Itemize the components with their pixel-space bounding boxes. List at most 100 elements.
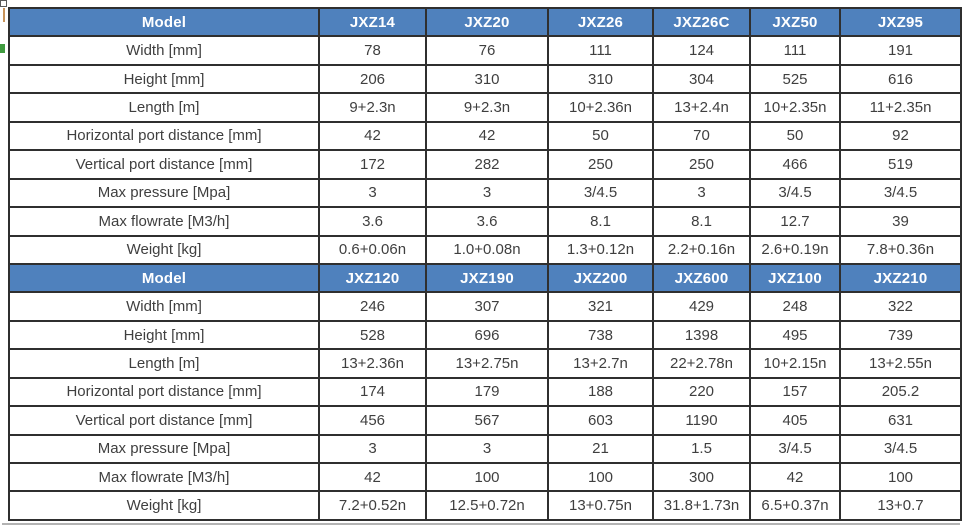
model-header-row: Model JXZ120 JXZ190 JXZ200 JXZ600 JXZ100 JXZ21…	[8, 262, 962, 294]
value-cell: 100	[839, 461, 962, 493]
value-cell: 76	[425, 35, 549, 66]
value-cell: 0.6+0.06n	[318, 234, 427, 265]
row-label-cell: Vertical port distance [mm]	[8, 405, 320, 436]
value-cell: 567	[425, 405, 549, 436]
value-cell: 12.7	[749, 206, 841, 237]
value-cell: 174	[318, 376, 427, 408]
model-spec-table: Model JXZ14 JXZ20 JXZ26 JXZ26C JXZ50 JXZ95 Widt…	[8, 6, 962, 521]
value-cell: 2.6+0.19n	[749, 234, 841, 265]
value-cell: 1.5	[652, 433, 751, 465]
spec-row: Weight [kg] 0.6+0.06n 1.0+0.08n 1.3+0.12n 2.…	[8, 234, 962, 265]
value-cell: 7.2+0.52n	[318, 490, 427, 521]
value-cell: 8.1	[547, 206, 654, 237]
row-label-cell: Length [m]	[8, 92, 320, 123]
spec-row: Horizontal port distance [mm] 42 42 50 70 50 9…	[8, 120, 962, 152]
value-cell: 738	[547, 319, 654, 351]
value-cell: 405	[749, 405, 841, 436]
model-header-row: Model JXZ14 JXZ20 JXZ26 JXZ26C JXZ50 JXZ95	[8, 6, 962, 38]
value-cell: 429	[652, 291, 751, 322]
value-cell: 12.5+0.72n	[425, 490, 549, 521]
spec-row: Length [m] 9+2.3n 9+2.3n 10+2.36n 13+2.4n 10+…	[8, 92, 962, 123]
value-cell: 3.6	[318, 206, 427, 237]
value-cell: 304	[652, 63, 751, 95]
model-name-cell: JXZ600	[652, 262, 751, 294]
value-cell: 246	[318, 291, 427, 322]
value-cell: 3/4.5	[839, 433, 962, 465]
value-cell: 3/4.5	[749, 433, 841, 465]
value-cell: 92	[839, 120, 962, 152]
value-cell: 250	[547, 149, 654, 180]
spec-row: Height [mm] 206 310 310 304 525 616	[8, 63, 962, 95]
value-cell: 191	[839, 35, 962, 66]
value-cell: 13+2.75n	[425, 348, 549, 379]
model-name-cell: JXZ14	[318, 6, 427, 38]
value-cell: 495	[749, 319, 841, 351]
value-cell: 78	[318, 35, 427, 66]
spec-row: Weight [kg] 7.2+0.52n 12.5+0.72n 13+0.75n 31…	[8, 490, 962, 521]
value-cell: 42	[749, 461, 841, 493]
spec-row: Vertical port distance [mm] 456 567 603 1190…	[8, 405, 962, 436]
value-cell: 220	[652, 376, 751, 408]
value-cell: 124	[652, 35, 751, 66]
value-cell: 188	[547, 376, 654, 408]
value-cell: 528	[318, 319, 427, 351]
value-cell: 39	[839, 206, 962, 237]
value-cell: 42	[318, 120, 427, 152]
value-cell: 157	[749, 376, 841, 408]
value-cell: 1.3+0.12n	[547, 234, 654, 265]
row-label-cell: Weight [kg]	[8, 234, 320, 265]
row-label-cell: Max pressure [Mpa]	[8, 433, 320, 465]
value-cell: 3	[318, 177, 427, 209]
spec-row: Max pressure [Mpa] 3 3 3/4.5 3 3/4.5 3/4.5	[8, 177, 962, 209]
value-cell: 13+2.36n	[318, 348, 427, 379]
model-name-cell: JXZ100	[749, 262, 841, 294]
value-cell: 206	[318, 63, 427, 95]
value-cell: 310	[425, 63, 549, 95]
value-cell: 322	[839, 291, 962, 322]
value-cell: 8.1	[652, 206, 751, 237]
crop-corner-artifact	[0, 0, 7, 7]
value-cell: 31.8+1.73n	[652, 490, 751, 521]
value-cell: 13+0.75n	[547, 490, 654, 521]
value-cell: 10+2.15n	[749, 348, 841, 379]
value-cell: 13+2.7n	[547, 348, 654, 379]
value-cell: 7.8+0.36n	[839, 234, 962, 265]
spec-row: Height [mm] 528 696 738 1398 495 739	[8, 319, 962, 351]
model-name-cell: JXZ190	[425, 262, 549, 294]
value-cell: 3	[652, 177, 751, 209]
value-cell: 111	[749, 35, 841, 66]
row-label-cell: Width [mm]	[8, 35, 320, 66]
value-cell: 250	[652, 149, 751, 180]
value-cell: 22+2.78n	[652, 348, 751, 379]
spec-row: Width [mm] 246 307 321 429 248 322	[8, 291, 962, 322]
value-cell: 3.6	[425, 206, 549, 237]
value-cell: 3/4.5	[839, 177, 962, 209]
model-name-cell: JXZ210	[839, 262, 962, 294]
value-cell: 100	[425, 461, 549, 493]
model-name-cell: JXZ26C	[652, 6, 751, 38]
value-cell: 696	[425, 319, 549, 351]
value-cell: 70	[652, 120, 751, 152]
value-cell: 3/4.5	[547, 177, 654, 209]
value-cell: 2.2+0.16n	[652, 234, 751, 265]
value-cell: 300	[652, 461, 751, 493]
value-cell: 42	[425, 120, 549, 152]
value-cell: 519	[839, 149, 962, 180]
value-cell: 3	[425, 177, 549, 209]
value-cell: 10+2.35n	[749, 92, 841, 123]
spec-row: Vertical port distance [mm] 172 282 250 250 4…	[8, 149, 962, 180]
row-label-cell: Max flowrate [M3/h]	[8, 461, 320, 493]
value-cell: 50	[749, 120, 841, 152]
model-name-cell: JXZ95	[839, 6, 962, 38]
value-cell: 9+2.3n	[318, 92, 427, 123]
value-cell: 6.5+0.37n	[749, 490, 841, 521]
green-tick-artifact	[0, 44, 5, 53]
value-cell: 631	[839, 405, 962, 436]
spec-row: Width [mm] 78 76 111 124 111 191	[8, 35, 962, 66]
value-cell: 3/4.5	[749, 177, 841, 209]
model-name-cell: JXZ120	[318, 262, 427, 294]
value-cell: 1.0+0.08n	[425, 234, 549, 265]
row-label-cell: Max pressure [Mpa]	[8, 177, 320, 209]
value-cell: 616	[839, 63, 962, 95]
